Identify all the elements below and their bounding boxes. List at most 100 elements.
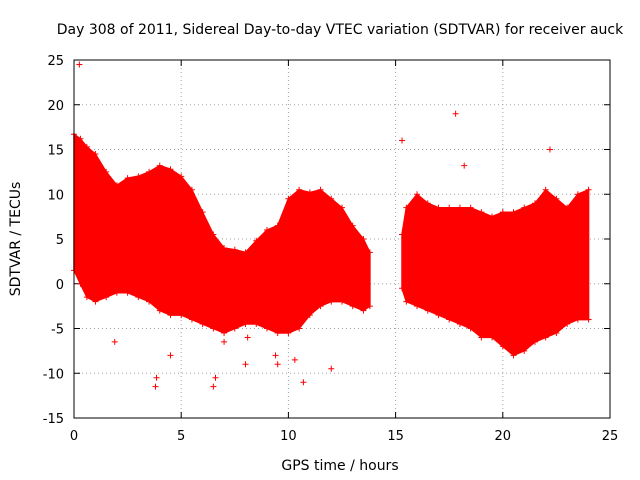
x-tick-label: 0 bbox=[70, 429, 78, 444]
data-point bbox=[414, 303, 421, 310]
data-point bbox=[366, 303, 373, 310]
data-point bbox=[452, 110, 459, 117]
chart-title: Day 308 of 2011, Sidereal Day-to-day VTE… bbox=[57, 22, 624, 38]
data-point bbox=[553, 329, 560, 336]
data-point bbox=[531, 338, 538, 345]
data-point bbox=[328, 298, 335, 305]
data-point bbox=[521, 204, 528, 211]
data-point bbox=[263, 227, 270, 234]
data-point bbox=[77, 135, 84, 142]
data-point bbox=[585, 186, 592, 193]
data-point bbox=[531, 200, 538, 207]
y-tick-label: 25 bbox=[47, 54, 64, 69]
y-tick-label: -10 bbox=[43, 367, 64, 382]
data-point bbox=[317, 303, 324, 310]
data-point bbox=[328, 365, 335, 372]
data-point bbox=[92, 150, 99, 157]
data-point bbox=[274, 222, 281, 229]
data-point bbox=[424, 200, 431, 207]
data-point bbox=[253, 237, 260, 244]
x-axis-label: GPS time / hours bbox=[281, 458, 398, 474]
y-tick-label: -15 bbox=[43, 412, 64, 427]
data-point bbox=[146, 298, 153, 305]
data-point bbox=[360, 307, 367, 314]
data-point bbox=[92, 298, 99, 305]
data-band-before-gap bbox=[73, 132, 371, 334]
data-point bbox=[210, 325, 217, 332]
x-tick-label: 10 bbox=[280, 429, 297, 444]
data-point bbox=[499, 343, 506, 350]
y-tick-label: -5 bbox=[51, 323, 64, 338]
data-point bbox=[210, 231, 217, 238]
data-point bbox=[296, 186, 303, 193]
data-point bbox=[178, 173, 185, 180]
data-point bbox=[77, 280, 84, 287]
data-point bbox=[478, 334, 485, 341]
data-point bbox=[221, 244, 228, 251]
data-point bbox=[349, 303, 356, 310]
data-point bbox=[152, 383, 159, 390]
data-point bbox=[328, 195, 335, 202]
data-point bbox=[414, 191, 421, 198]
data-point bbox=[300, 379, 307, 386]
data-point bbox=[124, 289, 131, 296]
data-point bbox=[167, 312, 174, 319]
data-point bbox=[306, 189, 313, 196]
data-point bbox=[296, 325, 303, 332]
data-point bbox=[167, 352, 174, 359]
data-point bbox=[156, 307, 163, 314]
data-point bbox=[274, 361, 281, 368]
data-point bbox=[285, 195, 292, 202]
data-point bbox=[446, 316, 453, 323]
y-tick-label: 5 bbox=[56, 233, 64, 248]
data-point bbox=[272, 352, 279, 359]
data-point bbox=[403, 298, 410, 305]
data-point bbox=[231, 246, 238, 253]
data-point bbox=[489, 334, 496, 341]
data-point bbox=[403, 204, 410, 211]
data-point bbox=[366, 249, 373, 256]
data-point bbox=[242, 321, 249, 328]
data-point bbox=[135, 294, 142, 301]
data-point bbox=[124, 175, 131, 182]
data-point bbox=[553, 195, 560, 202]
data-point bbox=[499, 209, 506, 216]
data-point bbox=[199, 209, 206, 216]
data-point bbox=[135, 173, 142, 180]
data-point bbox=[76, 61, 83, 68]
data-point bbox=[103, 168, 110, 175]
data-point bbox=[521, 347, 528, 354]
data-point bbox=[188, 316, 195, 323]
data-point bbox=[399, 231, 406, 238]
data-point bbox=[317, 186, 324, 193]
data-point bbox=[461, 162, 468, 169]
data-point bbox=[399, 285, 406, 292]
data-point bbox=[510, 209, 517, 216]
data-point bbox=[103, 294, 110, 301]
data-point bbox=[546, 146, 553, 153]
data-point bbox=[231, 325, 238, 332]
data-point bbox=[446, 204, 453, 211]
data-point bbox=[188, 186, 195, 193]
data-point bbox=[83, 294, 90, 301]
data-point bbox=[210, 383, 217, 390]
data-point bbox=[221, 329, 228, 336]
data-point bbox=[360, 236, 367, 242]
data-point bbox=[242, 249, 249, 256]
plot-frame bbox=[73, 59, 611, 419]
y-tick-label: 15 bbox=[47, 144, 64, 159]
data-point bbox=[212, 374, 219, 381]
data-point bbox=[221, 338, 228, 345]
data-point bbox=[274, 329, 281, 336]
data-point bbox=[253, 321, 260, 328]
data-point bbox=[263, 325, 270, 332]
data-point bbox=[435, 204, 442, 211]
data-point bbox=[467, 204, 474, 211]
x-tick-label: 20 bbox=[495, 429, 512, 444]
data-point bbox=[574, 191, 581, 198]
y-tick-label: 10 bbox=[47, 188, 64, 203]
x-tick-label: 15 bbox=[387, 429, 404, 444]
data-point bbox=[244, 334, 251, 341]
data-point bbox=[467, 325, 474, 332]
